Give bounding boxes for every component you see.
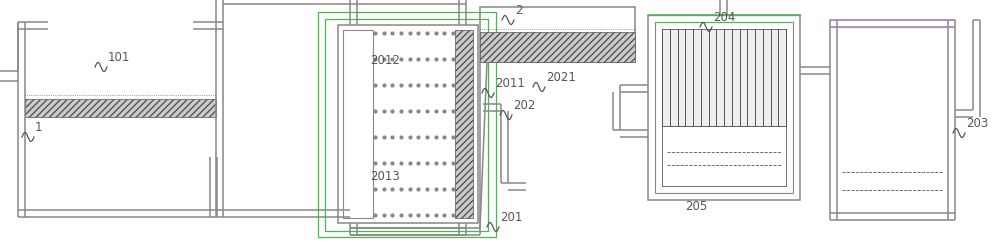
Text: 2: 2 <box>515 4 522 17</box>
Text: 204: 204 <box>713 11 735 24</box>
Bar <box>648 15 800 200</box>
Bar <box>480 7 635 62</box>
Text: 2021: 2021 <box>546 71 576 84</box>
Text: 1: 1 <box>35 121 42 134</box>
Text: 2013: 2013 <box>370 170 400 183</box>
Text: 101: 101 <box>108 51 130 64</box>
Text: 2012: 2012 <box>370 54 400 67</box>
Text: 205: 205 <box>685 200 707 213</box>
Bar <box>318 12 496 237</box>
Bar <box>655 22 793 193</box>
Bar <box>480 32 635 62</box>
Bar <box>455 30 473 218</box>
Text: 201: 201 <box>500 211 522 224</box>
Bar <box>338 25 478 223</box>
Text: 203: 203 <box>966 117 988 130</box>
Bar <box>662 126 786 186</box>
Text: 2011: 2011 <box>495 77 525 90</box>
Bar <box>25 99 216 117</box>
Bar <box>662 29 786 126</box>
Text: 202: 202 <box>513 99 535 112</box>
Bar <box>325 19 488 231</box>
Bar <box>343 30 373 218</box>
